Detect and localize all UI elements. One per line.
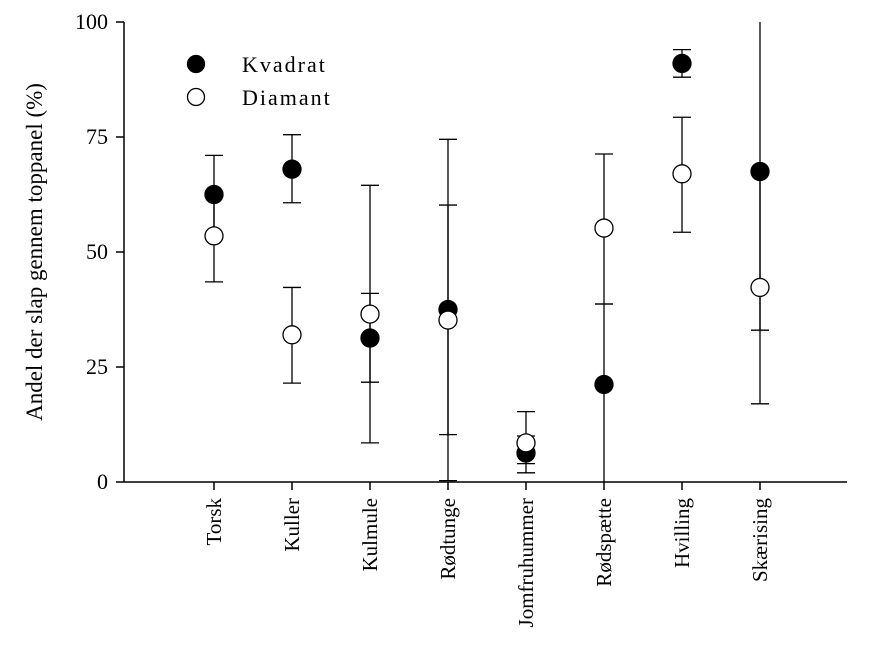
- y-tick-label: 0: [97, 469, 108, 494]
- x-axis: Torsk Kuller Kulmule Rødtunge Jomfruhummer Rø…: [124, 481, 847, 627]
- legend-marker-kvadrat: [186, 54, 206, 74]
- x-tick-label-5: Jomfruhummer: [514, 498, 538, 627]
- y-axis-label: Andel der slap gennem toppanel (%): [22, 83, 47, 421]
- x-tick-label-8: Skærising: [748, 498, 772, 583]
- legend-label-diamant: Diamant: [242, 85, 332, 110]
- legend-label-kvadrat: Kvadrat: [242, 52, 327, 77]
- x-tick-label-7: Hvilling: [670, 498, 694, 569]
- x-tick-label-4: Rødtunge: [436, 498, 460, 580]
- x-tick-label-6: Rødspætte: [592, 498, 616, 587]
- point-kvadrat-6: [594, 374, 614, 395]
- point-diamant-5: [516, 433, 536, 453]
- x-tick-label-2: Kuller: [280, 498, 304, 552]
- point-kvadrat-3: [360, 328, 380, 348]
- point-diamant-2: [282, 325, 302, 345]
- point-kvadrat-7: [672, 53, 692, 74]
- y-tick-label: 50: [86, 239, 108, 264]
- plot-area: [204, 22, 770, 482]
- point-diamant-7: [672, 164, 692, 184]
- point-diamant-6: [594, 218, 614, 238]
- legend: Kvadrat Diamant: [186, 52, 332, 110]
- point-diamant-4: [438, 310, 458, 330]
- point-kvadrat-1: [204, 184, 224, 205]
- x-tick-label-3: Kulmule: [358, 498, 382, 572]
- point-kvadrat-8: [750, 161, 770, 182]
- point-kvadrat-2: [282, 159, 302, 179]
- point-diamant-8: [750, 277, 770, 298]
- legend-marker-diamant: [186, 87, 206, 107]
- y-axis: 0 25 50 75 100: [75, 9, 125, 494]
- point-diamant-3: [360, 304, 380, 324]
- y-tick-label: 100: [75, 9, 108, 34]
- x-tick-label-1: Torsk: [202, 498, 226, 546]
- y-tick-label: 25: [86, 354, 108, 379]
- point-diamant-1: [204, 226, 224, 246]
- y-tick-label: 75: [86, 124, 108, 149]
